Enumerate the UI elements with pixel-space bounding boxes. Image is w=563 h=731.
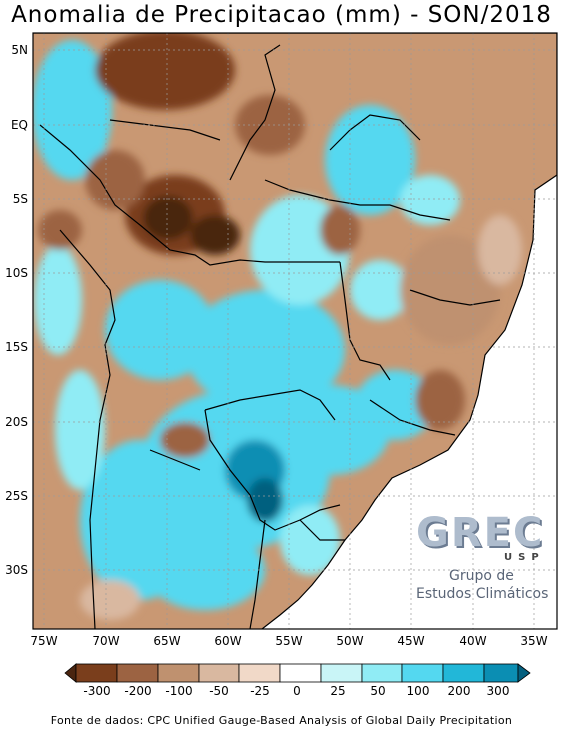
lon-label: 40W bbox=[459, 634, 486, 648]
colorbar-label: -50 bbox=[209, 684, 229, 698]
colorbar-label: 300 bbox=[487, 684, 510, 698]
lat-label: 25S bbox=[5, 489, 28, 503]
lon-label: 65W bbox=[153, 634, 180, 648]
colorbar: -300 -200 -100 -50 -25 0 25 50 100 200 3… bbox=[65, 664, 530, 698]
colorbar-label: 0 bbox=[293, 684, 301, 698]
colorbar-label: 100 bbox=[407, 684, 430, 698]
lon-label: 60W bbox=[214, 634, 241, 648]
logo-line2: Estudos Climáticos bbox=[416, 586, 548, 602]
colorbar-segment bbox=[199, 664, 239, 682]
lon-label: 55W bbox=[275, 634, 302, 648]
lat-label: 20S bbox=[5, 415, 28, 429]
logo-usp: USP bbox=[504, 552, 545, 563]
logo-wordmark: GREC bbox=[416, 510, 544, 556]
logo-line1: Grupo de bbox=[449, 568, 514, 584]
data-source-caption: Fonte de dados: CPC Unified Gauge-Based … bbox=[0, 714, 563, 727]
colorbar-segment bbox=[484, 664, 518, 682]
lat-label: 15S bbox=[5, 340, 28, 354]
lat-label: 5N bbox=[11, 43, 28, 57]
colorbar-segment bbox=[117, 664, 158, 682]
colorbar-segment bbox=[280, 664, 321, 682]
colorbar-label: 25 bbox=[330, 684, 345, 698]
lon-label: 50W bbox=[336, 634, 363, 648]
colorbar-label: 50 bbox=[370, 684, 385, 698]
lon-label: 45W bbox=[397, 634, 424, 648]
colorbar-label: -200 bbox=[124, 684, 151, 698]
colorbar-label: 200 bbox=[448, 684, 471, 698]
colorbar-segment bbox=[239, 664, 280, 682]
lat-label: 30S bbox=[5, 563, 28, 577]
lon-label: 70W bbox=[92, 634, 119, 648]
colorbar-segment bbox=[518, 664, 530, 682]
latitude-labels: 5N EQ 5S 10S 15S 20S 25S 30S bbox=[5, 43, 28, 577]
colorbar-segment bbox=[443, 664, 484, 682]
colorbar-label: -300 bbox=[83, 684, 110, 698]
grec-logo: GREC USP Grupo de Estudos Climáticos bbox=[412, 510, 557, 610]
colorbar-segment bbox=[76, 664, 117, 682]
longitude-labels: 75W 70W 65W 60W 55W 50W 45W 40W 35W bbox=[30, 634, 547, 648]
colorbar-segment bbox=[65, 664, 76, 682]
lat-label: 10S bbox=[5, 266, 28, 280]
lat-label: 5S bbox=[13, 192, 28, 206]
colorbar-label: -100 bbox=[165, 684, 192, 698]
colorbar-segment bbox=[362, 664, 402, 682]
lon-label: 75W bbox=[30, 634, 57, 648]
colorbar-segment bbox=[402, 664, 443, 682]
colorbar-segment bbox=[158, 664, 199, 682]
lat-label: EQ bbox=[11, 118, 28, 132]
colorbar-label: -25 bbox=[250, 684, 270, 698]
colorbar-segment bbox=[321, 664, 362, 682]
lon-label: 35W bbox=[520, 634, 547, 648]
